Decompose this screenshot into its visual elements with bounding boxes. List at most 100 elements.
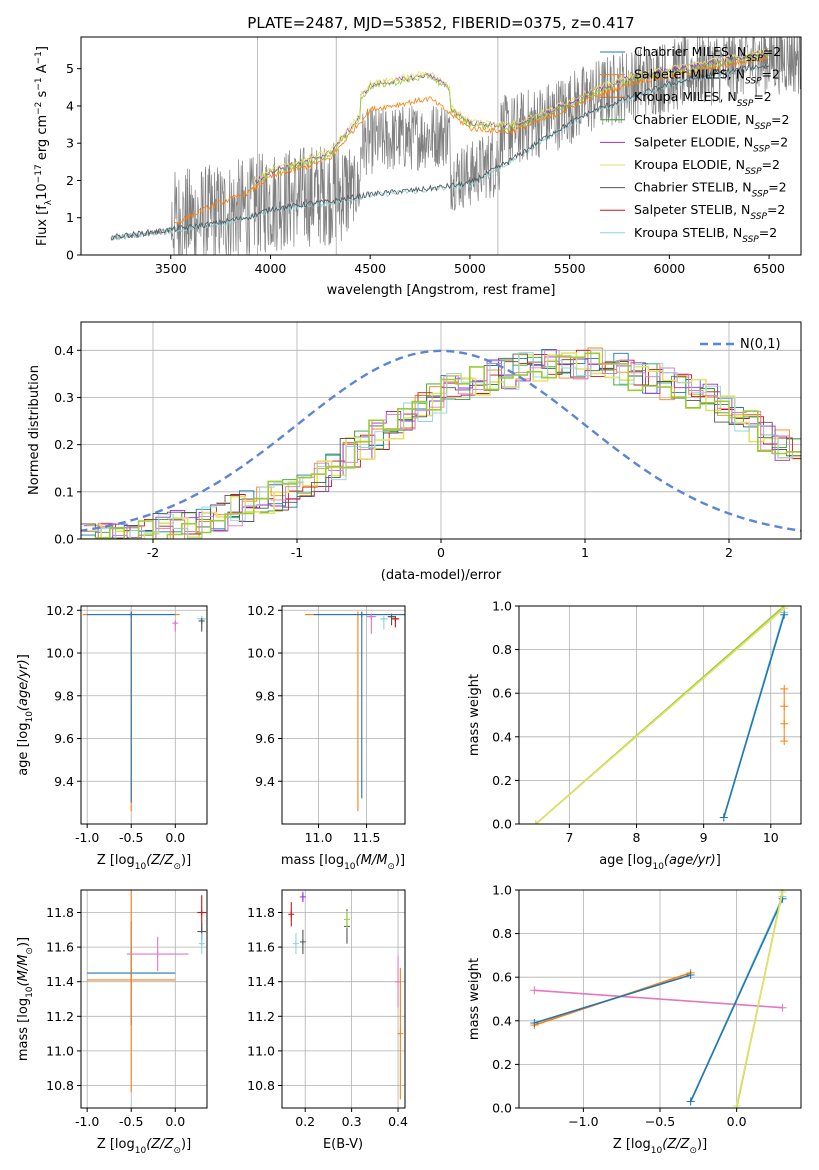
y-tick-label: 11.4 [247, 974, 275, 989]
y-axis-label: Flux [fλ10−17 erg cm−2 s−1 A−1] [34, 46, 54, 246]
data-point [292, 940, 299, 947]
x-tick-label: -1.0 [75, 1114, 99, 1129]
y-tick-label: 10.2 [46, 603, 74, 618]
x-tick-label: 10 [763, 830, 779, 845]
y-tick-label: 0.0 [492, 1101, 512, 1116]
y-tick-label: 0.2 [492, 773, 512, 788]
data-point [198, 617, 205, 624]
x-axis-label: mass [log10(M/M⊙)] [281, 853, 405, 872]
data-point [392, 615, 399, 622]
legend-name: Kroupa MILES, N [634, 89, 737, 104]
x-tick-label: 0 [437, 545, 445, 560]
label-part: Flux [f [35, 205, 50, 246]
y-tick-label: 2 [66, 173, 74, 188]
weight-marker [780, 610, 789, 619]
legend-name: Chabrier STELIB, N [634, 180, 752, 195]
y-tick-label: 1.0 [492, 599, 512, 614]
label-part: ] [16, 654, 31, 659]
y-tick-label: 1.0 [492, 883, 512, 898]
label-part: (Z/Z [146, 1137, 174, 1152]
legend-entry: Chabrier STELIB, NSSP=2 [634, 180, 787, 200]
x-tick-label: 5500 [554, 261, 586, 276]
x-tick-label: -0.5 [119, 1114, 143, 1129]
plot-area [531, 606, 789, 824]
label-part: 10 [35, 183, 50, 200]
y-tick-label: 0.8 [492, 926, 512, 941]
legend-entry: Salpeter ELODIE, NSSP=2 [634, 134, 788, 154]
x-axis-label: Z [log10(Z/Z⊙)] [97, 1137, 191, 1156]
x-tick-label: 0.2 [295, 1114, 315, 1129]
legend-entry: Kroupa MILES, NSSP=2 [634, 89, 772, 109]
label-part: (M/M [16, 955, 31, 987]
label-part: Z [log [97, 1137, 135, 1152]
data-point [343, 916, 350, 923]
data-point [368, 613, 375, 620]
label-part: 10 [135, 862, 147, 872]
x-tick-label: −0.5 [645, 1114, 675, 1129]
label-part: age [log [16, 723, 31, 776]
legend-entry: Kroupa STELIB, NSSP=2 [634, 225, 777, 245]
plot-area [288, 891, 404, 1100]
legend-value: =2 [768, 180, 786, 195]
label-part: (age/yr) [664, 853, 716, 868]
x-axis-label: wavelength [Angstrom, rest frame] [327, 283, 556, 298]
label-part: Z [log [97, 853, 135, 868]
legend-name: Kroupa STELIB, N [634, 225, 742, 240]
y-tick-label: 11.8 [46, 905, 74, 920]
y-tick-label: 0.6 [492, 686, 512, 701]
residual-histogram-step [86, 349, 801, 539]
y-tick-label: 10.2 [247, 603, 275, 618]
data-point [388, 613, 395, 620]
legend-sub: SSP [752, 190, 769, 200]
y-tick-label: 0.2 [492, 1057, 512, 1072]
plot-area [87, 890, 207, 1093]
x-tick-label: 0.4 [388, 1114, 408, 1129]
weight-marker [778, 890, 787, 897]
legend-name: Chabrier ELODIE, N [634, 112, 754, 127]
panel-age-vs-mass: 11.0 11.5 9.4 9.6 9.8 10.0 10.2 mass [log10(M/M… [247, 603, 406, 872]
data-point [397, 1030, 404, 1037]
y-tick-label: 0.3 [54, 390, 74, 405]
y-tick-label: 9.6 [54, 731, 74, 746]
y-tick-label: 0.0 [54, 532, 74, 547]
legend-value: =2 [767, 202, 785, 217]
label-part: −17 [34, 164, 44, 183]
y-tick-label: 0.1 [54, 484, 74, 499]
gaussian-reference-line [81, 349, 801, 532]
legend-sub: SSP [746, 54, 763, 64]
legend-value: =2 [759, 225, 777, 240]
y-tick-label: 4 [66, 98, 74, 113]
weight-line [534, 989, 783, 1009]
x-tick-label: 8 [633, 830, 641, 845]
weight-line [723, 614, 785, 818]
label-part: (Z/Z [662, 1137, 690, 1152]
x-tick-label: −1.0 [568, 1114, 598, 1129]
data-point [299, 893, 306, 900]
y-tick-label: 10.8 [247, 1078, 275, 1093]
plot-area [82, 611, 207, 812]
label-part: 10 [652, 862, 664, 872]
axes-frame [518, 605, 802, 825]
x-tick-label: 0.0 [165, 830, 185, 845]
axes-frame [80, 889, 208, 1109]
y-tick-label: 0.2 [54, 437, 74, 452]
legend-name: Salpeter MILES, N [634, 67, 745, 82]
label-part: erg cm [35, 115, 50, 164]
x-tick-label: 11.5 [353, 830, 381, 845]
x-axis-label: E(B-V) [323, 1137, 363, 1152]
ticks: 11.0 11.5 9.4 9.6 9.8 10.0 10.2 [247, 603, 380, 845]
x-tick-label: 0.0 [165, 1114, 185, 1129]
y-tick-label: 11.8 [247, 905, 275, 920]
x-tick-label: 0.0 [727, 1114, 747, 1129]
weight-marker [778, 1003, 787, 1012]
y-axis-label: age [log10(age/yr)] [16, 654, 35, 776]
legend-entry: Chabrier ELODIE, NSSP=2 [634, 112, 789, 132]
x-tick-label: 3500 [155, 261, 187, 276]
axes-frame [80, 36, 802, 256]
y-axis-label: mass weight [467, 674, 482, 756]
y-axis-label: Normed distribution [27, 365, 42, 495]
y-tick-label: 9.6 [255, 731, 275, 746]
y-tick-label: 10.0 [247, 646, 275, 661]
y-tick-label: 0.8 [492, 642, 512, 657]
